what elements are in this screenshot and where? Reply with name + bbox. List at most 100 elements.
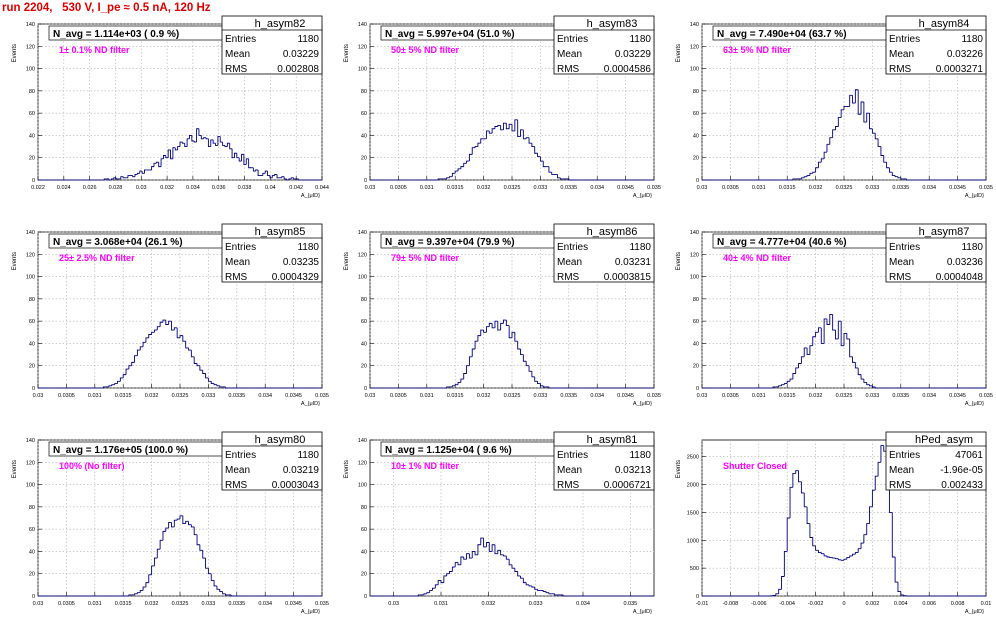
histogram-bin <box>290 177 294 179</box>
histogram-name: h_asym80 <box>255 434 306 446</box>
histogram-bin <box>843 558 847 561</box>
x-tick-label: 0.03 <box>365 393 376 399</box>
histogram-bin <box>156 326 161 331</box>
histogram-bin <box>226 142 230 147</box>
x-tick-label: 0.002 <box>866 601 880 607</box>
y-tick-label: 120 <box>26 44 35 50</box>
x-tick-label: 0.0325 <box>172 393 189 399</box>
x-tick-label: 0.0315 <box>447 185 464 191</box>
histogram-bin <box>202 370 206 374</box>
histogram-name: h_asym82 <box>255 18 306 30</box>
histogram-bin <box>196 534 200 546</box>
histogram-bin <box>897 176 901 179</box>
histogram-bin <box>186 138 190 147</box>
y-tick-label: 100 <box>690 275 699 281</box>
y-tick-label: 140 <box>690 22 699 28</box>
histogram-bin <box>159 321 163 327</box>
histogram-bin <box>468 356 473 366</box>
histogram-bin <box>497 321 501 331</box>
histogram-bin <box>537 153 541 158</box>
histogram-bin <box>809 172 813 176</box>
histogram-bin <box>471 550 476 559</box>
x-tick-label: 0.032 <box>809 185 823 191</box>
histogram-bin <box>202 550 206 559</box>
x-tick-label: 0.044 <box>315 185 329 191</box>
y-tick-label: 60 <box>361 111 367 117</box>
y-tick-label: 0 <box>32 594 35 600</box>
stats-label-rms: RMS <box>557 480 580 491</box>
histogram-bin <box>117 380 121 384</box>
histogram-bin <box>199 365 203 371</box>
histogram-bin <box>849 555 853 558</box>
histogram-bin <box>460 556 464 565</box>
histogram-bin <box>815 545 819 551</box>
x-tick-label: 0.0315 <box>115 393 132 399</box>
histogram-bin <box>843 332 847 346</box>
histogram-bin <box>122 176 126 179</box>
histogram-bin <box>522 129 527 140</box>
stats-label-entries: Entries <box>557 450 588 461</box>
histogram-bin <box>190 524 195 528</box>
y-tick-label: 20 <box>693 156 699 162</box>
histogram-bin <box>528 137 532 144</box>
x-axis-title: A_{μID} <box>301 401 320 407</box>
x-tick-label: 0.031 <box>88 601 102 607</box>
histogram-bin <box>539 383 544 387</box>
histogram-pad-h_asym83: 0.03 0.0305 0.031 0.0315 0.032 0.0325 0.033 0.0… <box>344 15 661 199</box>
histogram-bin <box>483 330 487 333</box>
y-tick-label: 0 <box>364 594 367 600</box>
histogram-bin <box>525 137 530 139</box>
histogram-bin <box>173 519 178 527</box>
histogram-bin <box>494 544 498 555</box>
histogram-pad-h_asym87: 0.03 0.0305 0.031 0.0315 0.032 0.0325 0.033 0.0… <box>676 223 993 407</box>
x-axis-title: A_{μID} <box>965 401 984 407</box>
histogram-bin <box>511 124 515 132</box>
filter-annotation: 100% (No filter) <box>59 461 125 471</box>
histogram-bin <box>778 588 782 594</box>
x-tick-label: 0.032 <box>481 601 495 607</box>
histogram-bin <box>500 322 504 331</box>
y-tick-label: 60 <box>29 111 35 117</box>
histogram-bin <box>167 149 171 158</box>
histogram-bin <box>840 109 844 118</box>
y-axis-title: Events <box>676 460 682 478</box>
x-tick-label: 0.034 <box>922 393 936 399</box>
histogram-bin <box>809 345 813 355</box>
y-axis-title: Events <box>344 252 350 270</box>
x-tick-label: 0.0305 <box>722 393 739 399</box>
histogram-bin <box>274 173 278 176</box>
histogram-bin <box>837 558 842 561</box>
y-tick-label: 140 <box>358 438 367 444</box>
histogram-bin <box>542 161 547 168</box>
y-tick-label: 60 <box>29 319 35 325</box>
histogram-bin <box>477 335 481 342</box>
histogram-bin <box>528 584 532 587</box>
x-axis-title: A_{μID} <box>633 609 652 615</box>
x-tick-label: 0.036 <box>212 185 226 191</box>
x-tick-label: 0.0335 <box>892 185 909 191</box>
x-tick-label: -0.006 <box>751 601 767 607</box>
histogram-bin <box>188 347 192 351</box>
x-tick-label: 0.026 <box>83 185 97 191</box>
histogram-bin <box>155 161 159 164</box>
histogram-bin <box>224 386 229 389</box>
y-tick-label: 0 <box>364 386 367 392</box>
x-tick-label: 0.0335 <box>560 393 577 399</box>
y-tick-label: 100 <box>358 275 367 281</box>
histogram-pad-h_asym82: 0.022 0.024 0.026 0.028 0.03 0.032 0.034 0.036 0… <box>12 15 329 199</box>
histogram-bin <box>871 385 876 388</box>
stats-label-rms: RMS <box>889 272 912 283</box>
histogram-bin <box>103 178 107 180</box>
x-tick-label: 0.034 <box>576 601 590 607</box>
histogram-bin <box>267 171 270 176</box>
histogram-bin <box>903 594 907 597</box>
histogram-bin <box>236 153 240 159</box>
y-tick-label: 140 <box>358 230 367 236</box>
histogram-bin <box>181 142 185 144</box>
histogram-bin <box>829 137 833 145</box>
histogram-bin <box>136 349 141 356</box>
histogram-bin <box>843 106 847 110</box>
histogram-bin <box>860 101 864 115</box>
filter-annotation: 63± 5% ND filter <box>723 45 791 55</box>
